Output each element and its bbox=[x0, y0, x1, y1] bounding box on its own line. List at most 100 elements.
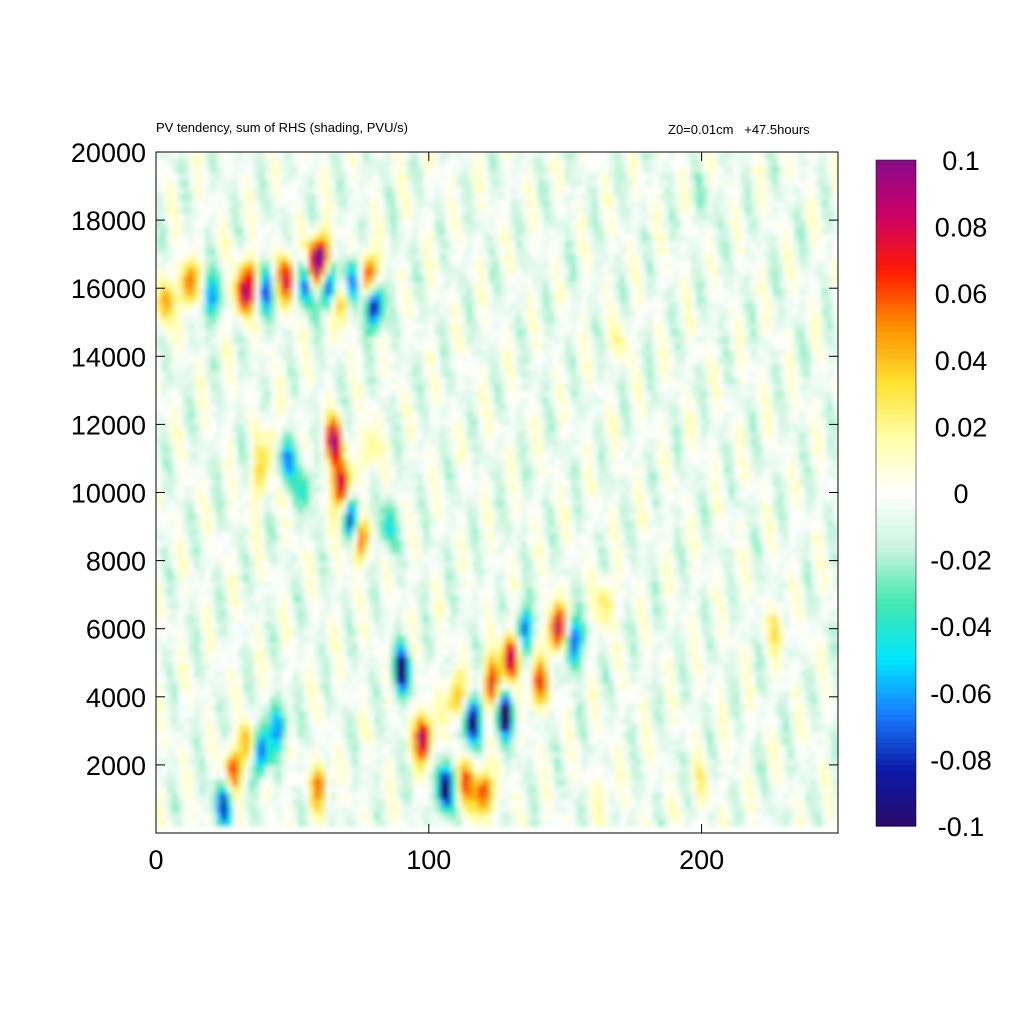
heatmap-cell bbox=[581, 553, 588, 562]
heatmap-cell bbox=[587, 730, 594, 739]
heatmap-cell bbox=[390, 792, 397, 800]
heatmap-cell bbox=[314, 689, 321, 698]
heatmap-cell bbox=[559, 798, 566, 807]
heatmap-cell bbox=[625, 628, 632, 637]
heatmap-cell bbox=[325, 744, 332, 752]
heatmap-cell bbox=[647, 771, 654, 780]
heatmap-cell bbox=[619, 669, 626, 677]
heatmap-cell bbox=[728, 778, 735, 786]
heatmap-cell bbox=[788, 819, 795, 827]
heatmap-cell bbox=[379, 730, 386, 739]
heatmap-cell bbox=[619, 724, 626, 732]
heatmap-cell bbox=[827, 601, 834, 609]
heatmap-cell bbox=[619, 662, 626, 671]
heatmap-cell bbox=[297, 594, 304, 603]
heatmap-cell bbox=[581, 730, 588, 739]
heatmap-cell bbox=[439, 628, 446, 637]
heatmap-cell bbox=[717, 758, 725, 766]
heatmap-cell bbox=[374, 751, 381, 759]
heatmap-cell bbox=[188, 812, 195, 820]
heatmap-cell bbox=[286, 574, 293, 582]
heatmap-cell bbox=[156, 615, 163, 623]
heatmap-cell bbox=[832, 689, 838, 698]
heatmap-cell bbox=[456, 669, 463, 677]
heatmap-cell bbox=[745, 771, 752, 780]
heatmap-cell bbox=[565, 710, 572, 718]
heatmap-cell bbox=[668, 628, 675, 637]
heatmap-cell bbox=[336, 744, 343, 752]
heatmap-cell bbox=[668, 737, 675, 746]
heatmap-cell bbox=[641, 819, 648, 827]
heatmap-cell bbox=[477, 635, 484, 643]
heatmap-cell bbox=[330, 676, 337, 684]
heatmap-cell bbox=[576, 615, 583, 623]
heatmap-cell bbox=[548, 621, 555, 630]
heatmap-cell bbox=[728, 676, 735, 684]
heatmap-cell bbox=[657, 553, 665, 562]
heatmap-cell bbox=[281, 764, 288, 773]
heatmap-cell bbox=[532, 642, 539, 650]
heatmap-cell bbox=[439, 805, 446, 814]
heatmap-cell bbox=[723, 608, 730, 616]
heatmap-cell bbox=[657, 676, 665, 684]
heatmap-cell bbox=[707, 676, 714, 684]
heatmap-cell bbox=[434, 737, 441, 746]
heatmap-cell bbox=[183, 683, 190, 691]
heatmap-cell bbox=[597, 581, 604, 589]
heatmap-cell bbox=[472, 758, 479, 766]
heatmap-cell bbox=[161, 758, 168, 766]
heatmap-cell bbox=[510, 764, 517, 773]
heatmap-cell bbox=[767, 798, 774, 807]
heatmap-cell bbox=[199, 628, 206, 637]
heatmap-cell bbox=[396, 758, 403, 766]
heatmap-cell bbox=[597, 805, 604, 814]
heatmap-cell bbox=[226, 621, 233, 630]
heatmap-cell bbox=[521, 581, 528, 589]
heatmap-cell bbox=[259, 662, 266, 671]
heatmap-cell bbox=[286, 812, 293, 820]
heatmap-cell bbox=[396, 792, 403, 800]
heatmap-cell bbox=[423, 717, 430, 725]
heatmap-cell bbox=[325, 764, 332, 773]
heatmap-cell bbox=[325, 812, 332, 820]
heatmap-cell bbox=[237, 785, 244, 793]
heatmap-cell bbox=[647, 696, 654, 705]
heatmap-cell bbox=[346, 798, 354, 807]
heatmap-cell bbox=[259, 819, 266, 827]
heatmap-cell bbox=[483, 812, 490, 820]
heatmap-cell bbox=[750, 655, 757, 664]
heatmap-cell bbox=[690, 771, 697, 780]
heatmap-cell bbox=[172, 771, 179, 780]
heatmap-cell bbox=[652, 771, 659, 780]
heatmap-cell bbox=[188, 594, 195, 603]
heatmap-cell bbox=[652, 696, 659, 705]
heatmap-cell bbox=[330, 819, 337, 827]
heatmap-cell bbox=[799, 669, 806, 677]
heatmap-cell bbox=[570, 805, 577, 814]
heatmap-cell bbox=[630, 581, 637, 589]
heatmap-cell bbox=[297, 785, 304, 793]
heatmap-cell bbox=[172, 819, 179, 827]
heatmap-cell bbox=[466, 642, 474, 650]
heatmap-cell bbox=[592, 785, 599, 793]
heatmap-cell bbox=[374, 778, 381, 786]
heatmap-cell bbox=[625, 785, 632, 793]
heatmap-cell bbox=[205, 553, 212, 562]
heatmap-cell bbox=[428, 608, 435, 616]
heatmap-cell bbox=[346, 560, 354, 569]
heatmap-cell bbox=[336, 655, 343, 664]
heatmap-cell bbox=[445, 628, 452, 637]
heatmap-cell bbox=[363, 642, 370, 650]
heatmap-cell bbox=[303, 662, 310, 671]
heatmap-cell bbox=[450, 812, 457, 820]
heatmap-cell bbox=[156, 792, 163, 800]
heatmap-cell bbox=[614, 696, 621, 705]
heatmap-cell bbox=[259, 601, 266, 609]
heatmap-cell bbox=[587, 615, 594, 623]
heatmap-cell bbox=[466, 669, 474, 677]
heatmap-cell bbox=[767, 683, 774, 691]
heatmap-cell bbox=[396, 703, 403, 712]
heatmap-cell bbox=[641, 703, 648, 712]
heatmap-cell bbox=[194, 601, 201, 609]
heatmap-cell bbox=[346, 587, 354, 596]
